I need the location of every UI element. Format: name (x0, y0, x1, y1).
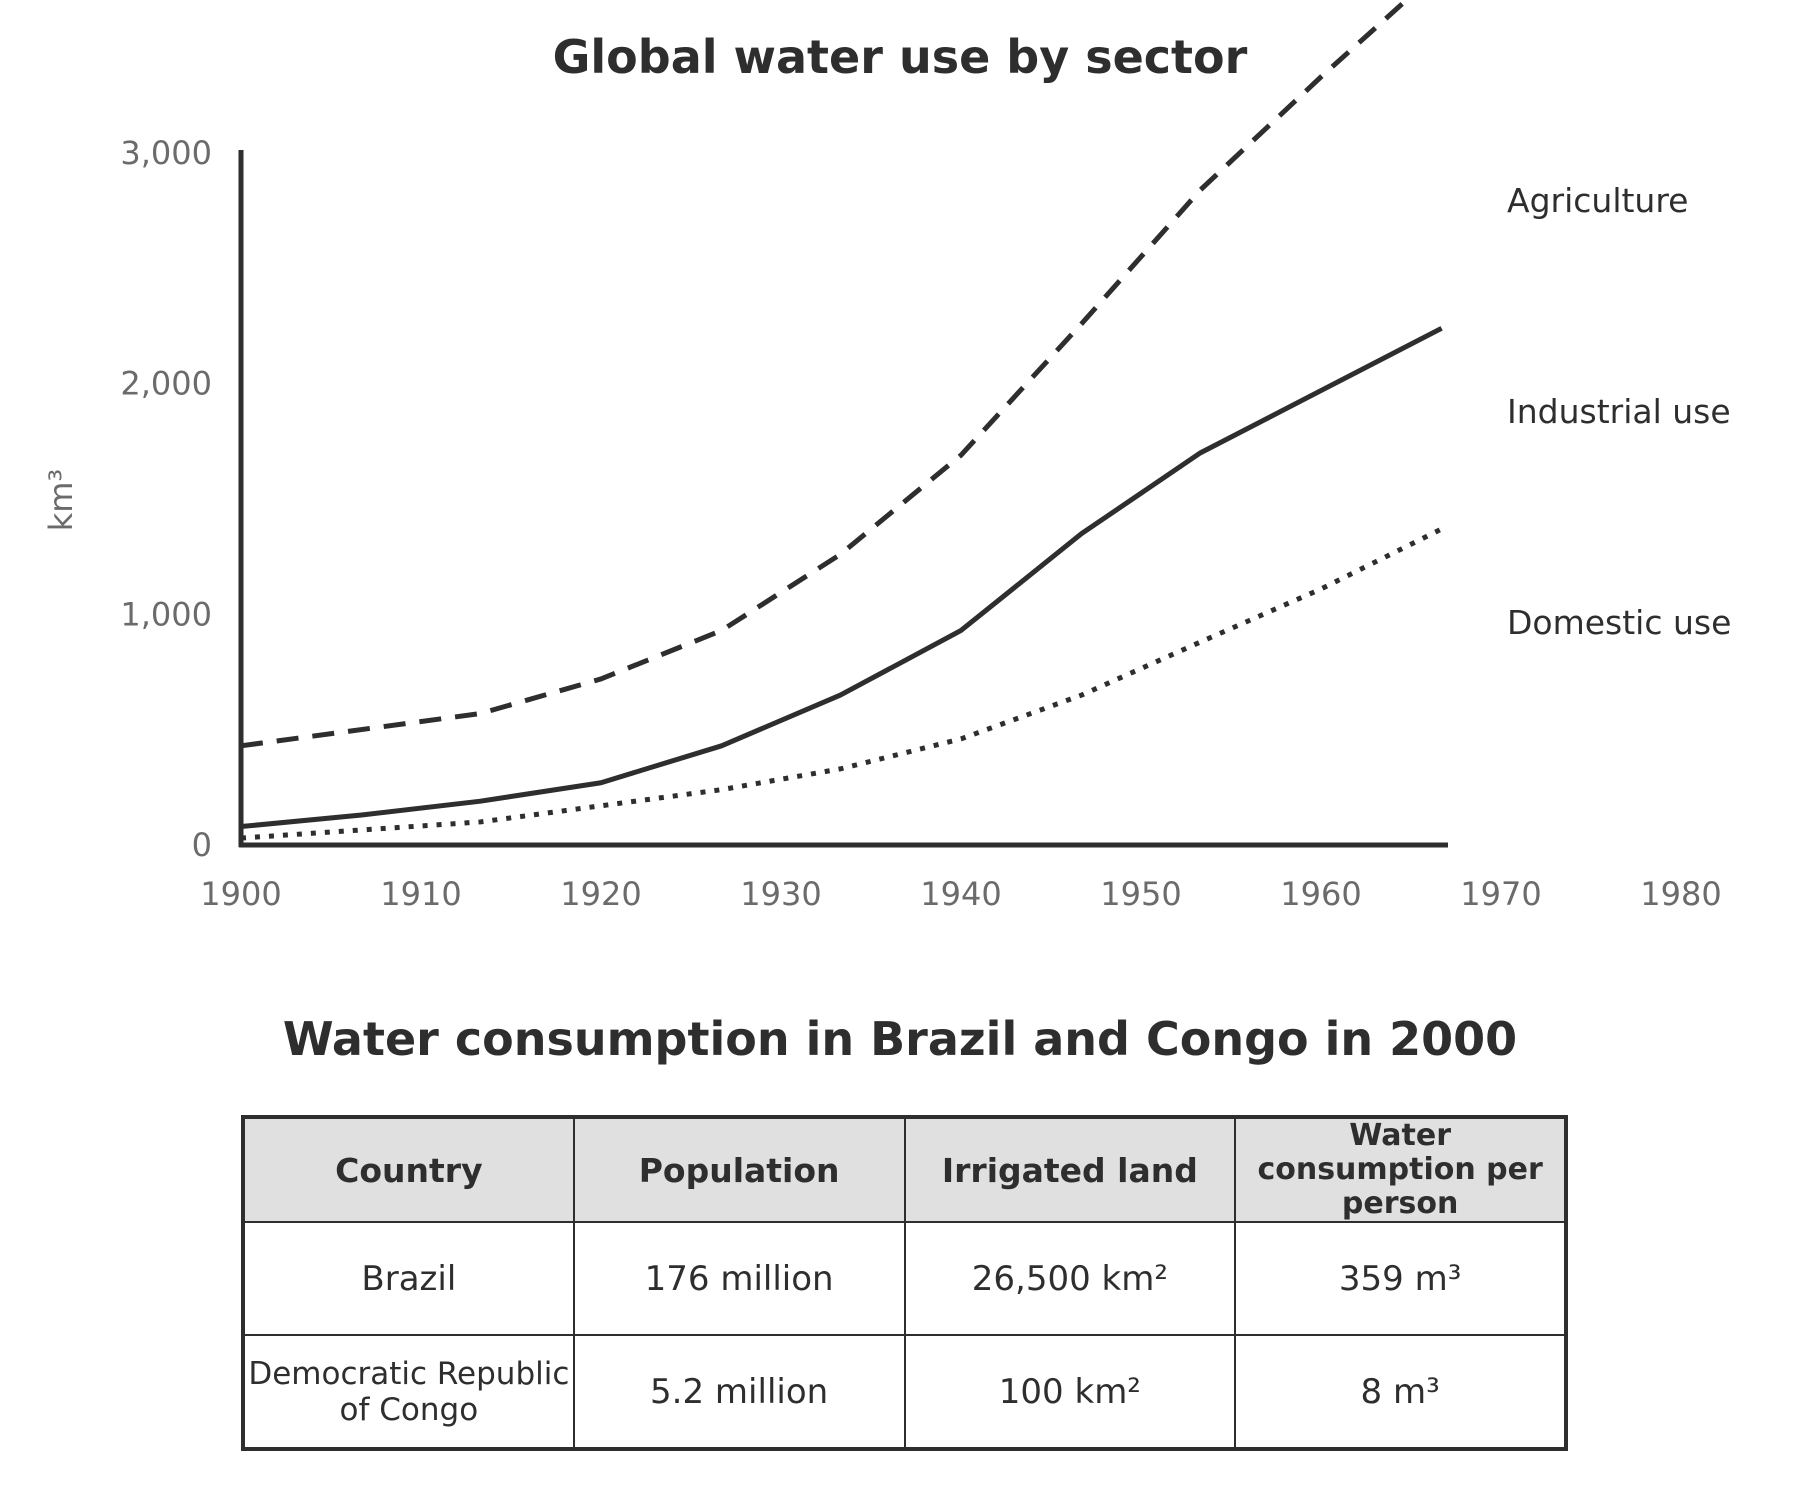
series-line-industrial-use (240, 326, 1443, 830)
x-tick-label: 1940 (920, 875, 1001, 913)
table-title: Water consumption in Brazil and Congo in… (282, 1012, 1518, 1066)
y-tick-label: 3,000 (120, 134, 212, 172)
cell-irrigated-land: 26,500 km² (903, 1221, 1237, 1336)
cell-population: 5.2 million (572, 1334, 906, 1450)
series-labels: Agriculture Industrial use Domestic use (1507, 181, 1731, 642)
series-lines (240, 0, 1443, 841)
series-label: Domestic use (1507, 603, 1731, 642)
series-label: Agriculture (1507, 181, 1688, 220)
series-line-agriculture (240, 0, 1411, 749)
x-tick-label: 1970 (1460, 875, 1541, 913)
y-axis-ticks: 0 1,000 2,000 3,000 (120, 134, 212, 864)
x-tick-label: 1960 (1280, 875, 1361, 913)
x-tick-label: 1910 (380, 875, 461, 913)
line-chart: 0 1,000 2,000 3,000 1900 1910 1920 1930 1940 195… (42, 0, 1731, 913)
y-tick-label: 2,000 (120, 365, 212, 403)
table-header-row: Country Population Irrigated land Water … (242, 1116, 1567, 1223)
series-label: Industrial use (1507, 392, 1731, 431)
cell-water-consumption: 8 m³ (1234, 1334, 1567, 1450)
x-axis-ticks: 1900 1910 1920 1930 1940 1950 1960 1970 1980 (200, 875, 1721, 913)
x-tick-label: 1930 (740, 875, 821, 913)
y-axis-label: km³ (42, 469, 80, 532)
cell-water-consumption: 359 m³ (1234, 1221, 1567, 1336)
header-population: Population (572, 1116, 906, 1223)
series-line-domestic-use (240, 526, 1443, 841)
table-row: Democratic Republic of Congo 5.2 million… (242, 1334, 1567, 1450)
x-tick-label: 1920 (560, 875, 641, 913)
chart-title: Global water use by sector (552, 30, 1248, 84)
y-tick-label: 0 (192, 826, 212, 864)
cell-country: Brazil (242, 1221, 575, 1336)
y-tick-label: 1,000 (120, 595, 212, 633)
x-tick-label: 1900 (200, 875, 281, 913)
header-country: Country (242, 1116, 575, 1223)
cell-country: Democratic Republic of Congo (242, 1334, 575, 1450)
header-irrigated-land: Irrigated land (903, 1116, 1237, 1223)
cell-population: 176 million (572, 1221, 906, 1336)
x-tick-label: 1950 (1100, 875, 1181, 913)
water-consumption-table: Country Population Irrigated land Water … (241, 1115, 1568, 1451)
x-tick-label: 1980 (1640, 875, 1721, 913)
cell-irrigated-land: 100 km² (903, 1334, 1237, 1450)
table-row: Brazil 176 million 26,500 km² 359 m³ (242, 1221, 1567, 1336)
header-water-consumption: Water consumption per person (1234, 1116, 1567, 1223)
